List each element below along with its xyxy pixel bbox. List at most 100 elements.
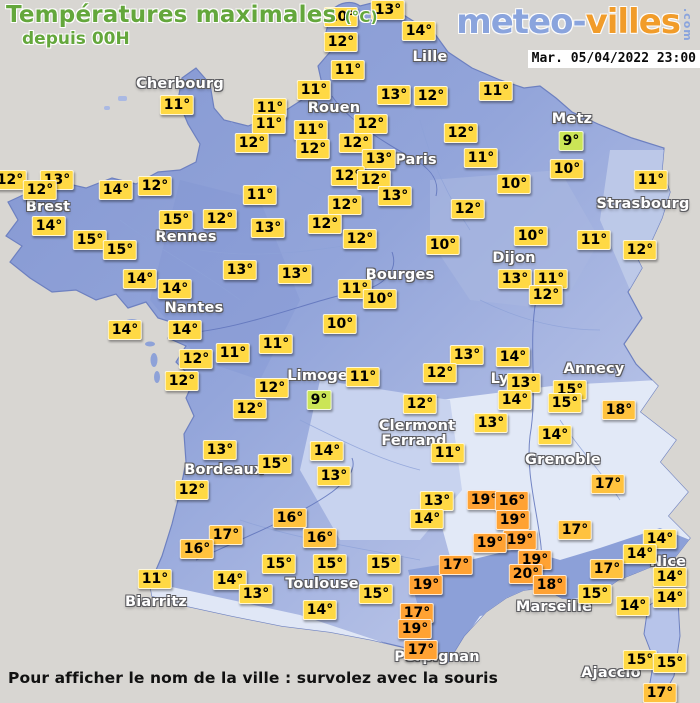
temp-badge[interactable]: 11° xyxy=(293,120,329,140)
temp-badge[interactable]: 9° xyxy=(558,131,584,151)
temp-badge[interactable]: 15° xyxy=(312,554,348,574)
temp-badge[interactable]: 14° xyxy=(497,390,533,410)
temp-badge[interactable]: 12° xyxy=(323,32,359,52)
temp-badge[interactable]: 11° xyxy=(215,343,251,363)
temp-badge[interactable]: 12° xyxy=(178,349,214,369)
temp-badge[interactable]: 17° xyxy=(403,640,439,660)
temp-badge[interactable]: 17° xyxy=(590,474,626,494)
temp-badge[interactable]: 9° xyxy=(306,390,332,410)
temp-badge[interactable]: 15° xyxy=(102,240,138,260)
temp-badge[interactable]: 15° xyxy=(577,584,613,604)
temp-badge[interactable]: 14° xyxy=(212,570,248,590)
temp-badge[interactable]: 20° xyxy=(508,564,544,584)
temp-badge[interactable]: 12° xyxy=(234,133,270,153)
temp-badge[interactable]: 14° xyxy=(652,567,688,587)
temp-badge[interactable]: 10° xyxy=(322,314,358,334)
temp-badge[interactable]: 17° xyxy=(438,555,474,575)
temp-badge[interactable]: 15° xyxy=(158,210,194,230)
temp-badge[interactable]: 19° xyxy=(472,533,508,553)
temp-badge[interactable]: 13° xyxy=(277,264,313,284)
temp-badge[interactable]: 19° xyxy=(397,619,433,639)
temp-badge[interactable]: 12° xyxy=(338,133,374,153)
temp-badge[interactable]: 14° xyxy=(537,425,573,445)
temp-badge[interactable]: 12° xyxy=(422,363,458,383)
temp-badge[interactable]: 14° xyxy=(167,320,203,340)
temp-badge[interactable]: 13° xyxy=(222,260,258,280)
temp-badge[interactable]: 14° xyxy=(309,441,345,461)
temp-badge[interactable]: 12° xyxy=(330,166,366,186)
temp-badge[interactable]: 13° xyxy=(473,413,509,433)
temp-badge[interactable]: 10° xyxy=(323,7,359,27)
temp-badge[interactable]: 11° xyxy=(137,569,173,589)
temp-badge[interactable]: 11° xyxy=(345,367,381,387)
temp-badge[interactable]: 14° xyxy=(622,544,658,564)
temp-badge[interactable]: 12° xyxy=(254,378,290,398)
temp-badge[interactable]: 10° xyxy=(513,226,549,246)
temp-badge[interactable]: 11° xyxy=(251,114,287,134)
temp-badge[interactable]: 11° xyxy=(296,80,332,100)
temp-badge[interactable]: 12° xyxy=(342,229,378,249)
temp-badge[interactable]: 12° xyxy=(402,394,438,414)
temp-badge[interactable]: 17° xyxy=(208,525,244,545)
temp-badge[interactable]: 13° xyxy=(316,466,352,486)
temp-badge[interactable]: 14° xyxy=(122,269,158,289)
temp-badge[interactable]: 17° xyxy=(589,559,625,579)
temp-badge[interactable]: 15° xyxy=(622,650,658,670)
temp-badge[interactable]: 15° xyxy=(366,554,402,574)
temp-badge[interactable]: 19° xyxy=(495,510,531,530)
temp-badge[interactable]: 12° xyxy=(622,240,658,260)
temp-badge[interactable]: 15° xyxy=(72,230,108,250)
temp-badge[interactable]: 11° xyxy=(533,269,569,289)
temp-badge[interactable]: 12° xyxy=(450,199,486,219)
temp-badge[interactable]: 13° xyxy=(202,440,238,460)
temp-badge[interactable]: 15° xyxy=(547,393,583,413)
temp-badge[interactable]: 11° xyxy=(430,443,466,463)
temp-badge[interactable]: 14° xyxy=(31,216,67,236)
temp-badge[interactable]: 14° xyxy=(302,600,338,620)
temp-badge[interactable]: 16° xyxy=(494,491,530,511)
temp-badge[interactable]: 12° xyxy=(202,209,238,229)
temp-badge[interactable]: 19° xyxy=(466,490,502,510)
temp-badge[interactable]: 12° xyxy=(174,480,210,500)
temp-badge[interactable]: 16° xyxy=(179,539,215,559)
temp-badge[interactable]: 13° xyxy=(238,584,274,604)
temp-badge[interactable]: 14° xyxy=(401,21,437,41)
temp-badge[interactable]: 12° xyxy=(413,86,449,106)
temp-badge[interactable]: 11° xyxy=(463,148,499,168)
temp-badge[interactable]: 14° xyxy=(642,529,678,549)
temp-badge[interactable]: 13° xyxy=(361,149,397,169)
temp-badge[interactable]: 13° xyxy=(419,491,455,511)
temp-badge[interactable]: 12° xyxy=(356,170,392,190)
temp-badge[interactable]: 12° xyxy=(232,399,268,419)
temp-badge[interactable]: 12° xyxy=(307,214,343,234)
temp-badge[interactable]: 12° xyxy=(353,114,389,134)
temp-badge[interactable]: 11° xyxy=(258,334,294,354)
temp-badge[interactable]: 13° xyxy=(497,269,533,289)
temp-badge[interactable]: 12° xyxy=(443,123,479,143)
temp-badge[interactable]: 10° xyxy=(425,235,461,255)
temp-badge[interactable]: 12° xyxy=(327,195,363,215)
temp-badge[interactable]: 13° xyxy=(250,218,286,238)
temp-badge[interactable]: 13° xyxy=(377,186,413,206)
temp-badge[interactable]: 17° xyxy=(557,520,593,540)
temp-badge[interactable]: 13° xyxy=(376,85,412,105)
temp-badge[interactable]: 11° xyxy=(478,81,514,101)
temp-badge[interactable]: 17° xyxy=(642,683,678,703)
temp-badge[interactable]: 12° xyxy=(137,176,173,196)
temp-badge[interactable]: 11° xyxy=(159,95,195,115)
temp-badge[interactable]: 12° xyxy=(528,285,564,305)
temp-badge[interactable]: 11° xyxy=(633,170,669,190)
temp-badge[interactable]: 11° xyxy=(252,98,288,118)
temp-badge[interactable]: 15° xyxy=(652,653,688,673)
temp-badge[interactable]: 16° xyxy=(272,508,308,528)
temp-badge[interactable]: 11° xyxy=(242,185,278,205)
temp-badge[interactable]: 15° xyxy=(358,584,394,604)
temp-badge[interactable]: 13° xyxy=(449,345,485,365)
temp-badge[interactable]: 14° xyxy=(157,279,193,299)
temp-badge[interactable]: 12° xyxy=(295,139,331,159)
temp-badge[interactable]: 14° xyxy=(652,588,688,608)
temp-badge[interactable]: 14° xyxy=(107,320,143,340)
temp-badge[interactable]: 15° xyxy=(257,454,293,474)
temp-badge[interactable]: 18° xyxy=(601,400,637,420)
temp-badge[interactable]: 15° xyxy=(261,554,297,574)
